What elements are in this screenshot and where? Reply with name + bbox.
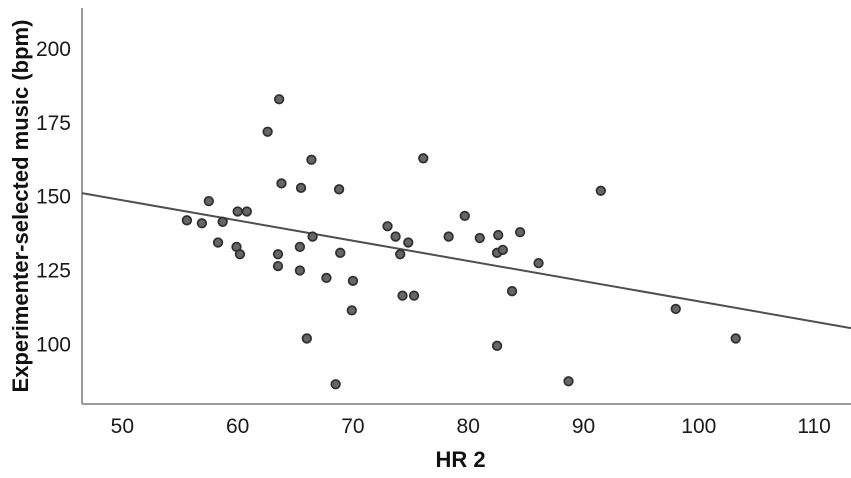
data-point	[390, 231, 401, 242]
data-point	[272, 260, 284, 272]
data-point	[217, 216, 228, 227]
data-point	[273, 94, 285, 105]
data-point	[234, 249, 246, 260]
data-point	[418, 153, 429, 164]
data-point	[330, 379, 341, 390]
data-point	[347, 275, 359, 287]
data-point	[232, 206, 243, 217]
data-point	[491, 340, 503, 351]
data-point	[294, 265, 306, 276]
y-tick-label: 150	[36, 186, 71, 209]
data-point	[443, 231, 454, 242]
data-point	[397, 290, 408, 301]
y-axis-title: Experimenter-selected music (bpm)	[8, 20, 33, 393]
x-tick-label: 70	[341, 415, 364, 438]
data-point	[730, 333, 741, 344]
data-point	[403, 237, 414, 248]
data-point	[408, 290, 420, 301]
x-tick-label: 100	[681, 415, 716, 438]
data-point	[459, 210, 470, 222]
data-point	[382, 221, 393, 232]
data-point	[272, 249, 284, 260]
data-point	[262, 126, 273, 137]
data-point	[321, 272, 332, 284]
data-point	[533, 257, 544, 269]
data-point	[670, 303, 681, 315]
data-point	[294, 241, 306, 253]
axes-layer: 50 60 70 80 90 100 110 100 125 150 175 200	[36, 8, 851, 438]
data-point	[493, 229, 504, 241]
y-tick-label: 175	[36, 112, 71, 135]
data-point	[506, 286, 518, 297]
fit-line-layer	[81, 192, 851, 330]
data-point	[301, 333, 312, 344]
y-tick-label: 125	[36, 260, 71, 283]
data-point	[346, 305, 357, 316]
x-tick-label: 90	[572, 415, 595, 438]
data-point	[306, 154, 317, 165]
data-point	[212, 237, 224, 248]
data-point	[203, 195, 214, 207]
x-tick-label: 80	[457, 415, 480, 438]
x-axis-title: HR 2	[435, 447, 485, 472]
data-point	[514, 226, 526, 238]
regression-line	[81, 192, 851, 330]
data-point	[595, 185, 606, 196]
data-point	[276, 178, 287, 189]
data-point	[474, 232, 485, 244]
data-point	[181, 215, 193, 226]
data-point	[395, 249, 406, 260]
data-point	[307, 231, 318, 242]
x-tick-label: 50	[111, 415, 134, 438]
data-point	[333, 184, 345, 195]
x-tick-label: 60	[226, 415, 249, 438]
x-tick-label: 110	[797, 415, 830, 438]
y-tick-label: 100	[36, 333, 71, 356]
data-point	[335, 247, 346, 258]
data-point	[563, 376, 574, 387]
data-point	[241, 206, 253, 217]
data-point	[295, 182, 307, 193]
data-point	[196, 218, 208, 229]
y-tick-label: 200	[36, 38, 71, 61]
data-point	[497, 244, 508, 256]
data-points-layer	[181, 94, 741, 390]
